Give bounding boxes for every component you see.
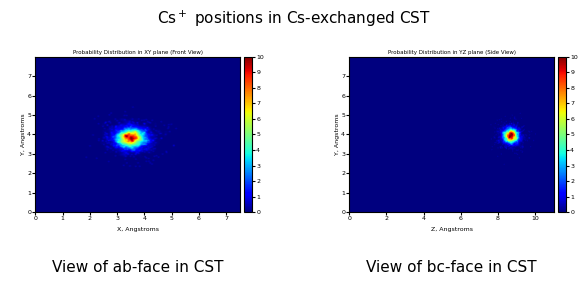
Text: Cs$^+$ positions in Cs-exchanged CST: Cs$^+$ positions in Cs-exchanged CST [157,8,431,29]
Y-axis label: Y, Angstroms: Y, Angstroms [21,113,26,155]
Title: Probability Distribution in YZ plane (Side View): Probability Distribution in YZ plane (Si… [387,50,516,55]
Title: Probability Distribution in XY plane (Front View): Probability Distribution in XY plane (Fr… [72,50,202,55]
Text: View of ab-face in CST: View of ab-face in CST [52,260,223,275]
X-axis label: X, Angstroms: X, Angstroms [116,227,159,232]
Text: View of bc-face in CST: View of bc-face in CST [366,260,537,275]
Y-axis label: Y, Angstroms: Y, Angstroms [335,113,340,155]
X-axis label: Z, Angstroms: Z, Angstroms [430,227,473,232]
